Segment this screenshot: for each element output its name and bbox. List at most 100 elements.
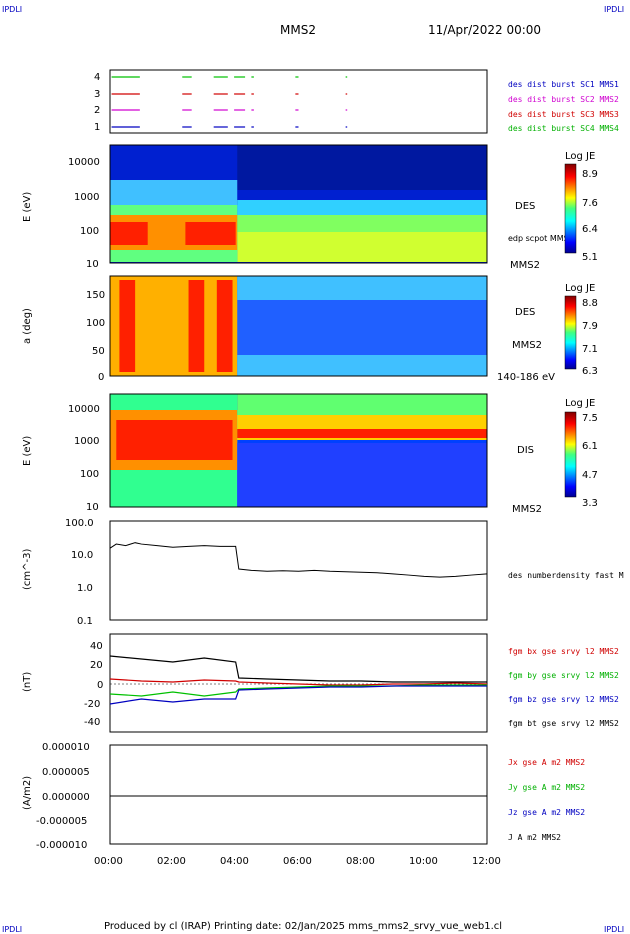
burst-ytick-2: 2 [94, 105, 100, 116]
pitch-cb-tick-2: 7.9 [582, 321, 598, 332]
burst-legend-3: des dist burst SC3 MMS3 [508, 110, 619, 119]
burst-legend-2: des dist burst SC2 MMS2 [508, 95, 619, 104]
pitch-top-cyan [237, 276, 487, 300]
des-e-low-yellow [237, 232, 487, 262]
bfield-lines [109, 655, 488, 705]
pitch-ytick-100: 100 [86, 318, 105, 329]
panel-bfield-frame [109, 633, 488, 733]
pitch-early-red-3 [216, 280, 233, 372]
bfield-ytick-0: 0 [97, 680, 103, 691]
panel-dis-energy-frame [109, 393, 488, 508]
pitch-cb-tick-3: 7.1 [582, 344, 598, 355]
pitch-cb-tick-1: 8.8 [582, 298, 598, 309]
current-legend-j: J A m2 MMS2 [508, 833, 561, 842]
panel-des-pitch: 150 100 50 0 a (deg) DES MMS2 140-186 eV… [22, 275, 598, 383]
datetime-title: 11/Apr/2022 00:00 [428, 23, 541, 37]
pitch-label-des: DES [515, 307, 535, 318]
pitch-label-energy: 140-186 eV [497, 372, 555, 383]
panel-burst-frame [109, 69, 488, 134]
dis-e-ylabel: E (eV) [22, 436, 33, 466]
des-e-ylabel: E (eV) [22, 192, 33, 222]
pitch-colorbar [564, 295, 577, 370]
panel-burst: 4 3 2 1 des dist burst SC1 MMS1 des dist… [94, 69, 619, 134]
dis-e-label-mms2: MMS2 [512, 504, 542, 515]
bfield-legend-by: fgm by gse srvy l2 MMS2 [508, 671, 619, 680]
bfield-series-3 [109, 685, 487, 705]
bfield-ylabel: (nT) [22, 672, 33, 692]
dis-e-label-dis: DIS [517, 445, 534, 456]
burst-legend-1: des dist burst SC1 MMS1 [508, 80, 619, 89]
pitch-colorbar-title: Log JE [565, 283, 595, 294]
xtick-0200: 02:00 [157, 856, 186, 867]
des-e-cb-tick-2: 7.6 [582, 198, 598, 209]
density-ytick-10: 10.0 [71, 550, 93, 561]
current-ylabel: (A/m2) [22, 776, 33, 810]
dis-energy-heatmap [110, 394, 487, 507]
dis-e-ytick-100: 100 [80, 469, 99, 480]
density-ytick-01: 0.1 [77, 616, 93, 627]
burst-marks [111, 76, 348, 128]
des-e-colorbar [564, 163, 577, 254]
des-pitch-heatmap [110, 276, 487, 376]
current-legend-jz: Jz gse A m2 MMS2 [508, 808, 585, 817]
des-e-high-dark [237, 145, 487, 190]
burst-ytick-4: 4 [94, 72, 100, 83]
current-ytick-5: -0.000010 [36, 840, 87, 851]
panel-des-energy-frame [109, 144, 488, 264]
corner-label-br: IPDLI [604, 925, 624, 934]
des-e-colorbar-title: Log JE [565, 151, 595, 162]
dis-e-colorbar-title: Log JE [565, 398, 595, 409]
xtick-0800: 08:00 [346, 856, 375, 867]
bfield-legend-bt: fgm bt gse srvy l2 MMS2 [508, 719, 619, 728]
current-ytick-2: 0.000005 [42, 767, 90, 778]
current-ytick-1: 0.000010 [42, 742, 90, 753]
dis-e-cb-tick-2: 6.1 [582, 441, 598, 452]
burst-legend-4: des dist burst SC4 MMS4 [508, 124, 619, 133]
current-legend-jx: Jx gse A m2 MMS2 [508, 758, 585, 767]
panel-des-energy: 10000 1000 100 10 E (eV) DES edp scpot M… [22, 144, 598, 271]
dis-e-ytick-1000: 1000 [74, 436, 99, 447]
bfield-ytick-40: 40 [90, 641, 103, 652]
bfield-ytick-m20: -20 [84, 699, 100, 710]
des-energy-heatmap [110, 145, 487, 263]
dis-e-late-red [237, 429, 487, 438]
pitch-early-red-1 [119, 280, 136, 372]
density-ytick-100: 100.0 [65, 518, 94, 529]
pitch-ytick-50: 50 [92, 346, 105, 357]
xtick-1000: 10:00 [409, 856, 438, 867]
pitch-label-mms2: MMS2 [512, 340, 542, 351]
des-e-ytick-10000: 10000 [68, 157, 100, 168]
des-e-label-mms2: MMS2 [510, 260, 540, 271]
density-ylabel: (cm^-3) [22, 549, 33, 590]
pitch-ytick-0: 0 [98, 372, 104, 383]
dis-e-cb-tick-1: 7.5 [582, 413, 598, 424]
xtick-1200: 12:00 [472, 856, 501, 867]
pitch-ytick-150: 150 [86, 290, 105, 301]
current-legend-jy: Jy gse A m2 MMS2 [508, 783, 585, 792]
panel-current: 0.000010 0.000005 0.000000 -0.000005 -0.… [22, 742, 585, 867]
des-e-red-2 [185, 222, 236, 245]
des-e-ytick-10: 10 [86, 259, 99, 270]
panel-dis-energy: 10000 1000 100 10 E (eV) DIS MMS2 Log JE… [22, 393, 598, 515]
dis-e-ytick-10: 10 [86, 502, 99, 513]
corner-label-bl: IPDLI [2, 925, 22, 934]
des-e-label-des: DES [515, 201, 535, 212]
xtick-0600: 06:00 [283, 856, 312, 867]
dis-e-early-red [116, 420, 233, 460]
dis-e-late-low [237, 443, 487, 507]
bfield-ytick-20: 20 [90, 660, 103, 671]
current-ytick-3: 0.000000 [42, 792, 90, 803]
xtick-0000: 00:00 [94, 856, 123, 867]
des-e-ytick-1000: 1000 [74, 192, 99, 203]
pitch-bottom-cyan [237, 355, 487, 376]
corner-label-tr: IPDLI [604, 5, 624, 14]
spacecraft-title: MMS2 [280, 23, 316, 37]
dis-e-ytick-10000: 10000 [68, 404, 100, 415]
des-e-cb-tick-4: 5.1 [582, 252, 598, 263]
panel-des-pitch-frame [109, 275, 488, 377]
bfield-series-4 [109, 655, 487, 683]
des-e-label-scpot: edp scpot MMS2 [508, 234, 574, 243]
pitch-cb-tick-4: 6.3 [582, 366, 598, 377]
pitch-early-red-2 [188, 280, 205, 372]
